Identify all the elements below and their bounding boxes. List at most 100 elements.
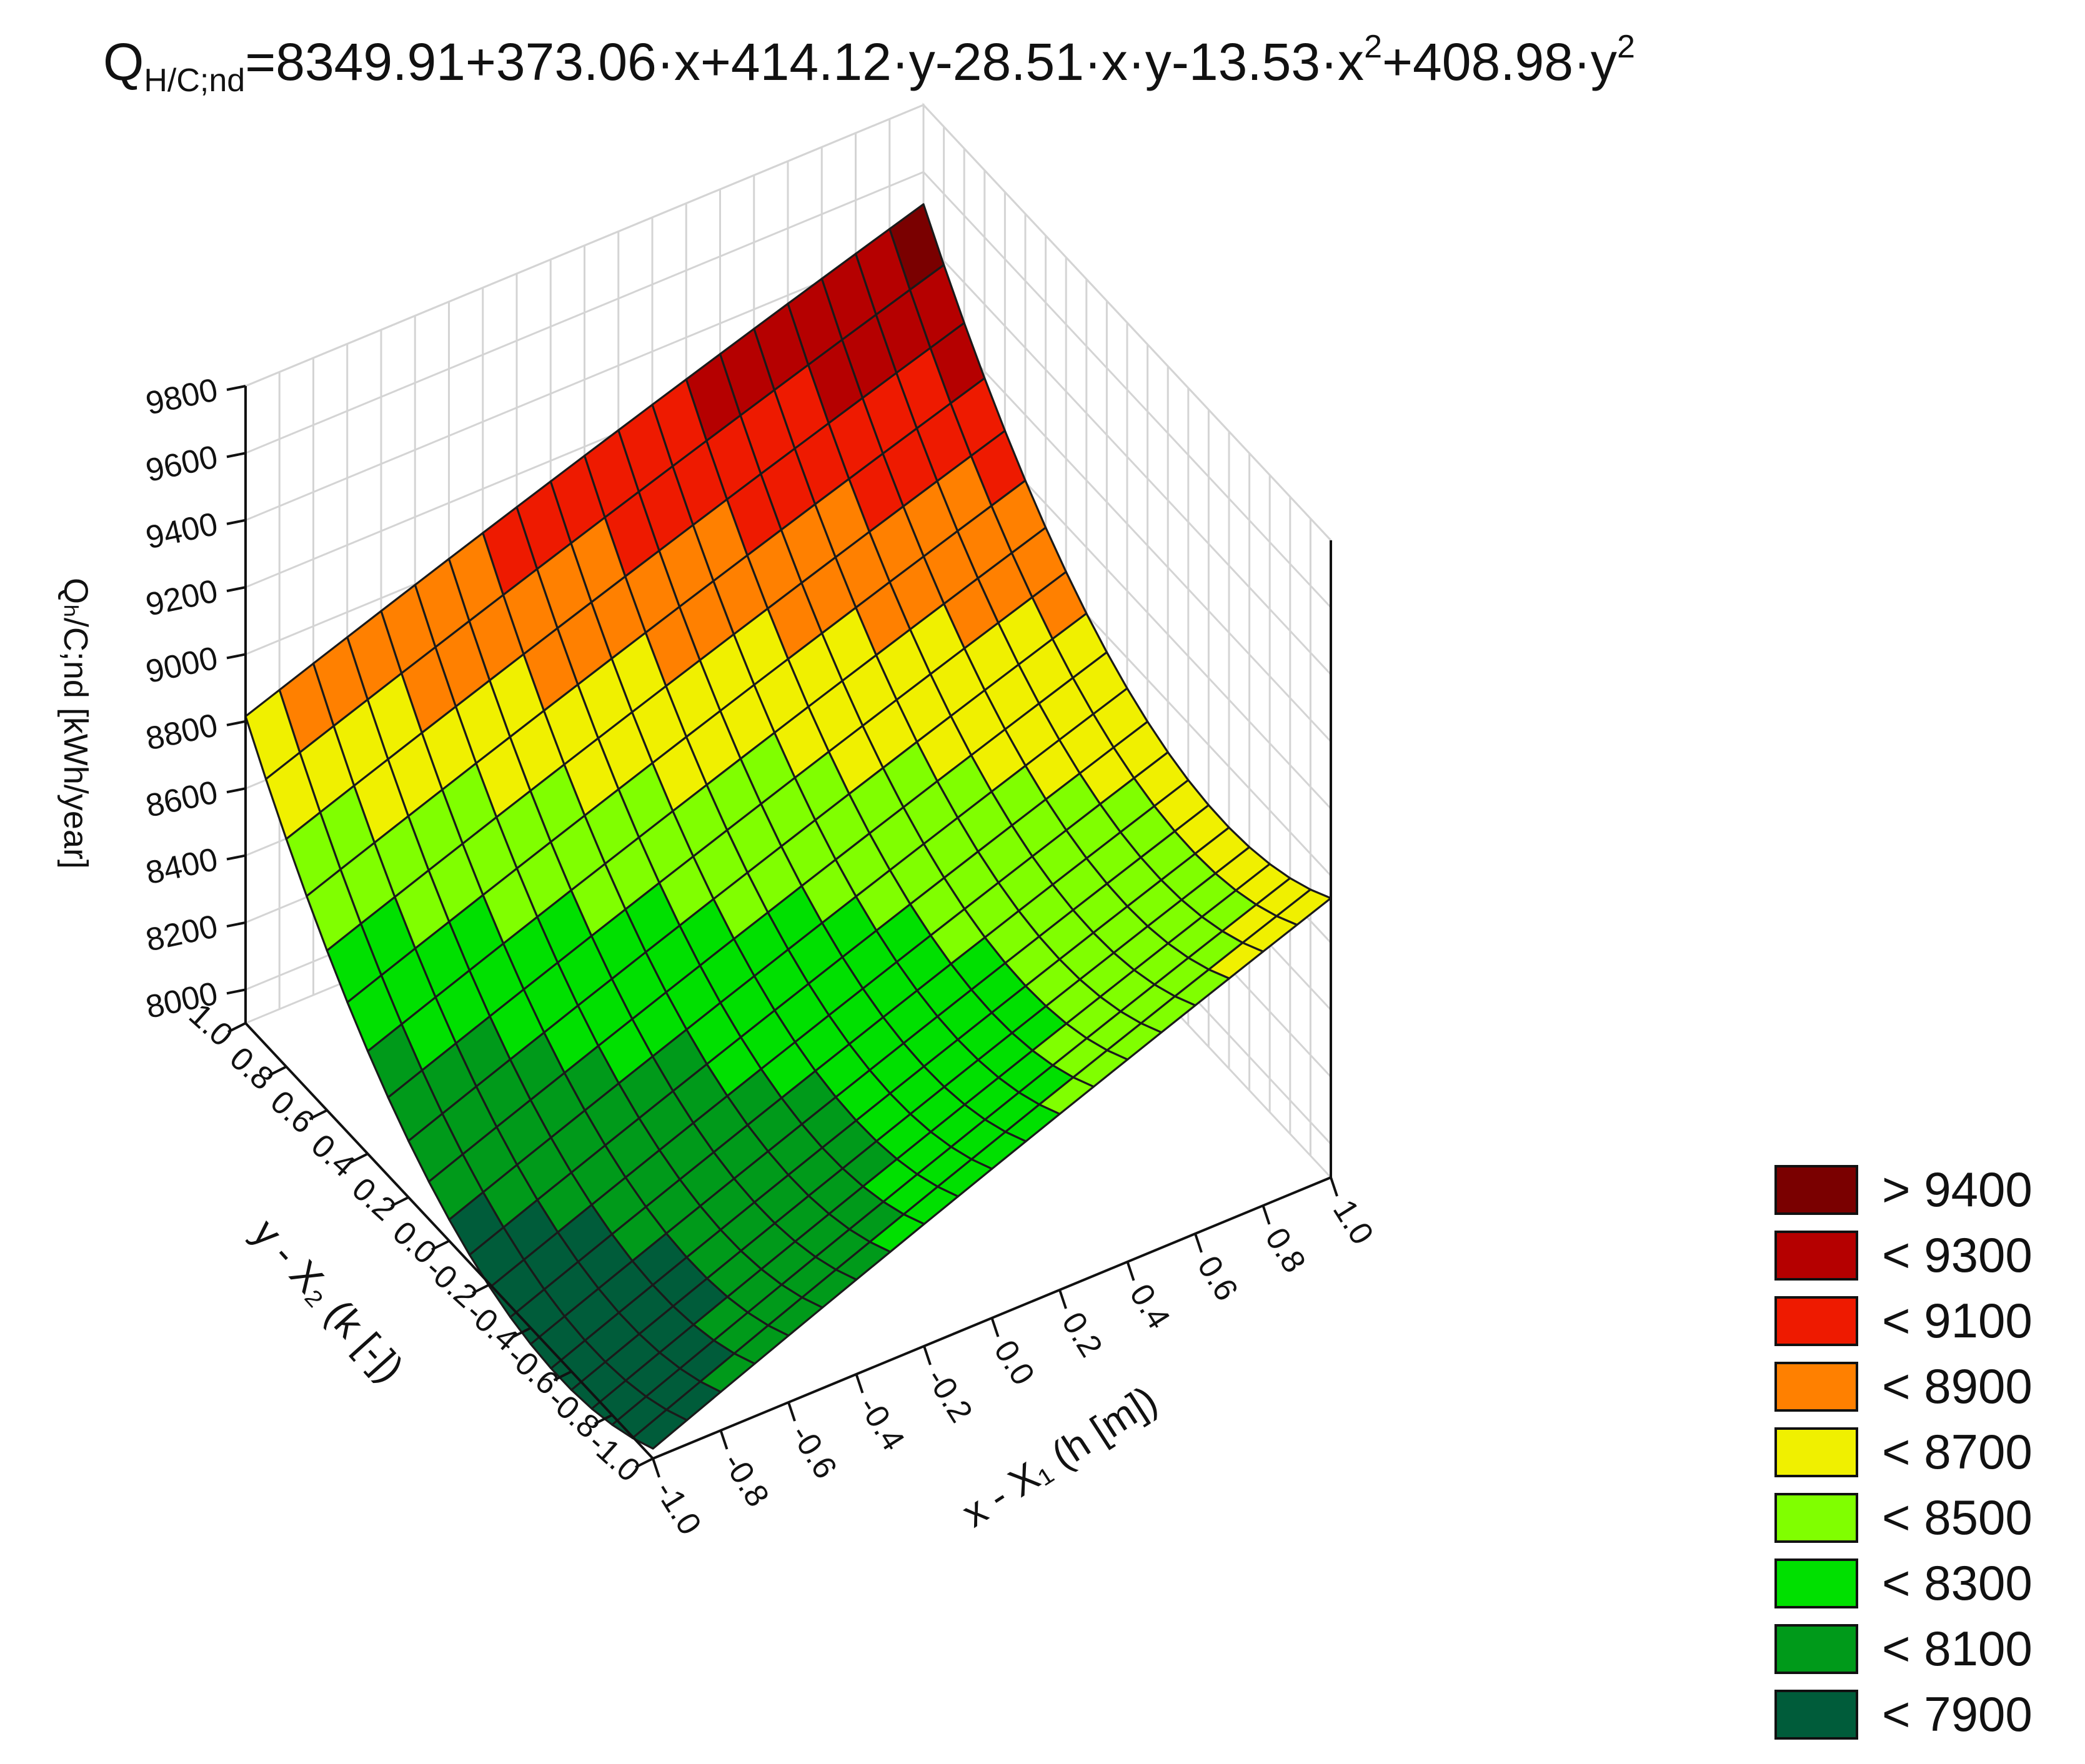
legend-item: < 7900 [1774, 1682, 2033, 1747]
z-tick-mark [226, 586, 246, 593]
chart-title-equation: QH/C;nd=8349.91+373.06·x+414.12·y-28.51·… [103, 28, 1635, 99]
legend-label: < 8900 [1882, 1359, 2033, 1414]
y-axis-title: y - X₂ (k [-]) [244, 1210, 412, 1390]
z-tick-mark [226, 452, 246, 458]
x-tick-mark [1330, 1177, 1338, 1197]
legend-item: < 8500 [1774, 1485, 2033, 1550]
z-tick-mark [226, 653, 246, 660]
x-tick-mark [1261, 1205, 1271, 1225]
legend-label: < 7900 [1882, 1687, 2033, 1742]
y-tick-mark [553, 1370, 572, 1382]
y-tick-mark [512, 1327, 532, 1338]
z-tick-label: 8200 [142, 908, 221, 959]
title-q-subscript: H/C;nd [144, 62, 246, 99]
z-tick-mark [226, 854, 246, 861]
y-tick-label: 0.4 [304, 1127, 362, 1184]
legend-swatch [1774, 1558, 1858, 1608]
title-y-exponent: 2 [1616, 29, 1635, 65]
y-tick-mark [309, 1109, 328, 1121]
legend-swatch [1774, 1689, 1858, 1740]
title-equation-part1: =8349.91+373.06·x+414.12·y-28.51·x·y-13.… [245, 32, 1365, 91]
y-tick-mark [472, 1283, 491, 1294]
x-tick-label: -0.8 [715, 1447, 776, 1514]
z-tick-mark [226, 988, 246, 995]
x-tick-label: 0.0 [987, 1334, 1041, 1392]
z-tick-label: 8600 [142, 774, 221, 825]
z-tick-label: 8800 [142, 707, 221, 758]
legend-swatch [1774, 1427, 1858, 1477]
z-tick-label: 9600 [142, 439, 221, 489]
color-legend: > 9400 < 9300 < 9100 < 8900 < 8700 < 8500 < 83… [1774, 1157, 2033, 1747]
legend-swatch [1774, 1492, 1858, 1543]
y-tick-mark [635, 1457, 654, 1469]
x-tick-mark [1194, 1233, 1203, 1253]
legend-item: < 8900 [1774, 1354, 2033, 1419]
legend-item: > 9400 [1774, 1157, 2033, 1222]
y-tick-mark [431, 1239, 450, 1251]
title-q: Q [103, 32, 144, 91]
legend-label: < 9300 [1882, 1227, 2033, 1282]
x-tick-label: -0.4 [851, 1390, 912, 1457]
x-tick-mark [855, 1374, 864, 1394]
x-tick-label: 1.0 [1326, 1194, 1380, 1251]
x-tick-mark [1126, 1261, 1135, 1281]
y-tick-label: 0.6 [264, 1084, 322, 1141]
z-tick-label: 9200 [142, 573, 221, 623]
legend-label: < 8100 [1882, 1621, 2033, 1676]
x-tick-label: 0.8 [1258, 1222, 1312, 1279]
x-tick-label: 0.4 [1122, 1278, 1177, 1335]
x-tick-mark [719, 1430, 729, 1450]
legend-swatch [1774, 1623, 1858, 1674]
legend-label: < 8700 [1882, 1424, 2033, 1479]
z-axis-title: Qₕ/C;nd [kWh/year] [57, 578, 94, 869]
x-tick-mark [1058, 1289, 1067, 1309]
z-tick-label: 9400 [142, 506, 221, 557]
title-equation-part2: +408.98·y [1381, 32, 1617, 91]
z-tick-mark [226, 385, 246, 391]
legend-label: < 8300 [1882, 1555, 2033, 1610]
x-tick-label: 0.2 [1055, 1306, 1109, 1364]
x-tick-label: -0.2 [919, 1362, 980, 1429]
x-tick-mark [923, 1345, 932, 1365]
x-tick-mark [990, 1317, 1000, 1337]
legend-swatch [1774, 1164, 1858, 1215]
legend-item: < 8300 [1774, 1550, 2033, 1616]
legend-item: < 8700 [1774, 1419, 2033, 1485]
z-tick-label: 9000 [142, 640, 221, 690]
legend-label: < 9100 [1882, 1293, 2033, 1348]
legend-label: < 8500 [1882, 1490, 2033, 1545]
z-tick-mark [226, 787, 246, 794]
x-tick-label: -1.0 [648, 1475, 709, 1542]
legend-swatch [1774, 1361, 1858, 1412]
grid-line [245, 171, 1332, 608]
legend-item: < 9100 [1774, 1288, 2033, 1354]
x-tick-label: 0.6 [1190, 1250, 1245, 1307]
y-tick-mark [594, 1414, 613, 1425]
z-tick-label: 8400 [142, 841, 221, 892]
z-tick-mark [226, 720, 246, 726]
z-tick-mark [226, 518, 246, 525]
y-tick-mark [349, 1152, 369, 1164]
x-tick-mark [787, 1402, 796, 1422]
legend-label: > 9400 [1882, 1162, 2033, 1217]
axes-frame [226, 385, 1338, 1478]
x-tick-mark [652, 1458, 660, 1478]
y-tick-label: 0.2 [345, 1171, 403, 1227]
surface-cell [631, 1409, 688, 1450]
y-tick-label: 0.8 [222, 1040, 281, 1097]
legend-swatch [1774, 1230, 1858, 1281]
x-axis-title: x - X₁ (h [m]) [954, 1377, 1165, 1535]
legend-item: < 8100 [1774, 1616, 2033, 1682]
grid-line [245, 104, 1332, 542]
z-tick-label: 9800 [142, 372, 221, 422]
z-tick-mark [226, 921, 246, 928]
response-surface [244, 203, 1332, 1450]
legend-item: < 9300 [1774, 1222, 2033, 1288]
y-tick-mark [227, 1022, 246, 1033]
title-x-exponent: 2 [1364, 29, 1382, 65]
y-tick-mark [268, 1065, 287, 1077]
legend-swatch [1774, 1296, 1858, 1346]
y-tick-mark [390, 1196, 409, 1207]
